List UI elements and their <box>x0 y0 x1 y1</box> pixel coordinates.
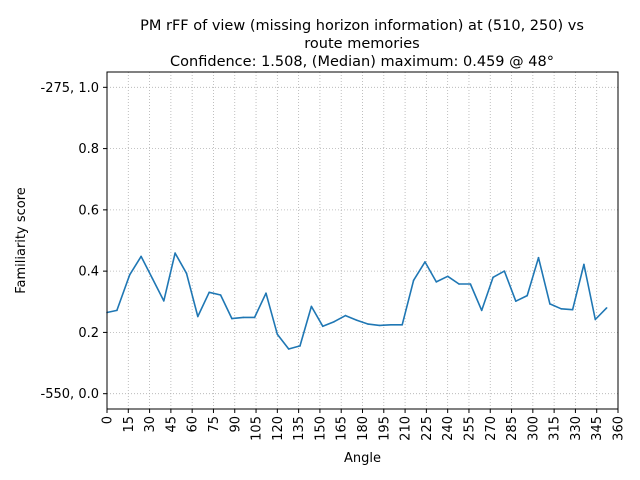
y-tick-label: -550, 0.0 <box>41 387 99 402</box>
data-point <box>458 283 460 285</box>
y-tick-label: 0.2 <box>78 326 99 341</box>
data-point <box>185 272 188 275</box>
data-point <box>537 256 540 259</box>
title-line-1: PM rFF of view (missing horizon informat… <box>140 18 584 34</box>
y-tick-label: -275, 1.0 <box>41 81 99 96</box>
data-point <box>219 294 222 296</box>
data-point <box>162 300 165 302</box>
x-axis-label: Angle <box>344 451 381 466</box>
chart-title: PM rFF of view (missing horizon informat… <box>140 18 584 70</box>
x-tick-label: 255 <box>462 416 477 441</box>
data-point <box>605 307 608 309</box>
x-tick-label: 360 <box>612 416 627 441</box>
x-tick-label: 45 <box>164 416 179 433</box>
x-tick-label: 270 <box>484 416 499 441</box>
data-point <box>560 308 563 310</box>
data-point <box>412 279 415 282</box>
title-line-2: route memories <box>304 36 419 52</box>
x-tick-label: 75 <box>207 416 222 433</box>
x-tick-label: 0 <box>101 416 116 424</box>
x-tick-label: 90 <box>228 416 243 433</box>
data-point <box>174 252 176 254</box>
data-point <box>526 294 528 297</box>
x-tick-label: 60 <box>186 416 201 433</box>
data-point <box>151 277 154 280</box>
x-tick-label: 105 <box>250 416 265 441</box>
data-point <box>571 308 574 311</box>
data-point <box>367 323 369 325</box>
x-tick-label: 345 <box>590 416 605 441</box>
data-point <box>276 333 279 336</box>
data-point <box>321 325 324 328</box>
x-tick-label: 240 <box>441 416 456 441</box>
title-line-3: Confidence: 1.508, (Median) maximum: 0.4… <box>170 54 554 70</box>
y-tick-label: 0.8 <box>78 142 99 157</box>
data-point <box>208 291 210 294</box>
data-point <box>401 323 404 326</box>
y-tick-label: 0.6 <box>78 203 99 218</box>
y-axis-ticks: -550, 0.0 0.2 0.4 0.6 0.8 -275, 1.0 <box>41 81 107 402</box>
data-point <box>265 292 267 294</box>
data-point <box>231 317 233 320</box>
data-point <box>594 318 597 321</box>
x-tick-label: 285 <box>505 416 520 441</box>
data-point <box>435 281 438 283</box>
x-tick-label: 195 <box>377 416 392 441</box>
data-point <box>480 309 483 312</box>
grid-lines <box>106 72 619 409</box>
data-point <box>197 315 199 318</box>
series-lines <box>106 252 608 350</box>
data-point <box>242 316 245 319</box>
data-point <box>378 324 381 327</box>
data-point <box>583 263 585 266</box>
data-point <box>446 275 449 278</box>
x-tick-label: 180 <box>356 416 371 441</box>
x-tick-label: 135 <box>292 416 307 441</box>
x-tick-label: 165 <box>335 416 350 441</box>
data-point <box>469 283 472 285</box>
y-axis-label: Familiarity score <box>14 187 29 294</box>
data-point <box>287 348 290 350</box>
data-point <box>492 276 494 279</box>
x-tick-label: 225 <box>420 416 435 441</box>
x-tick-label: 315 <box>548 416 563 441</box>
x-tick-label: 30 <box>143 416 158 433</box>
data-point <box>140 255 142 258</box>
data-point <box>390 323 392 326</box>
x-tick-label: 15 <box>122 416 137 433</box>
data-point <box>299 345 301 347</box>
data-point <box>253 316 256 319</box>
data-point <box>128 274 131 276</box>
x-tick-label: 150 <box>313 416 328 441</box>
data-point <box>356 319 358 321</box>
data-point <box>424 261 426 263</box>
x-tick-label: 210 <box>399 416 414 441</box>
x-tick-label: 300 <box>526 416 541 441</box>
data-point <box>116 309 118 312</box>
data-point <box>310 305 313 308</box>
data-point <box>344 314 347 317</box>
data-point <box>549 303 551 305</box>
x-axis-ticks: 0 15 30 45 60 75 90 105 120 135 150 165 180 195 210 225… <box>101 409 627 441</box>
series-line-1 <box>106 252 608 350</box>
data-point <box>515 300 517 302</box>
data-point <box>333 320 335 323</box>
y-tick-label: 0.4 <box>78 265 99 280</box>
x-tick-label: 330 <box>569 416 584 441</box>
data-point <box>503 270 506 272</box>
x-tick-label: 120 <box>271 416 286 441</box>
